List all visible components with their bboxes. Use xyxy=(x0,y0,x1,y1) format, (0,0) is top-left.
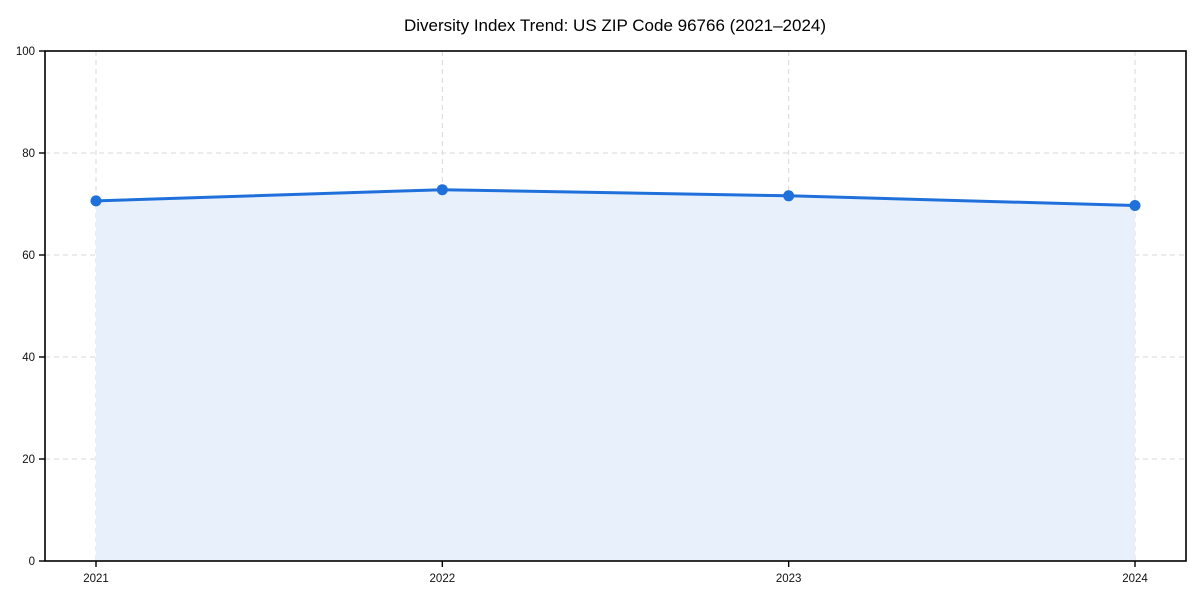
y-tick-label: 60 xyxy=(22,250,35,262)
y-tick-label: 0 xyxy=(29,556,35,568)
y-tick-label: 20 xyxy=(22,454,35,466)
data-point-marker xyxy=(783,190,795,202)
y-tick-label: 80 xyxy=(22,148,35,160)
x-tick-label: 2024 xyxy=(1122,573,1148,585)
x-tick-label: 2022 xyxy=(430,573,456,585)
x-tick-label: 2023 xyxy=(776,573,802,585)
data-point-marker xyxy=(90,195,102,207)
y-tick-label: 40 xyxy=(22,352,35,364)
plot-area: 0 20 40 60 80 100 2021 2022 2023 2024 xyxy=(16,46,1187,585)
data-point-marker xyxy=(1129,200,1141,211)
chart-title: Diversity Index Trend: US ZIP Code 96766… xyxy=(404,16,826,35)
x-tick-label: 2021 xyxy=(83,573,109,585)
y-tick-label: 100 xyxy=(16,46,35,58)
data-point-marker xyxy=(436,184,448,196)
trend-line xyxy=(94,188,1137,207)
axes-border xyxy=(44,50,1187,562)
area-fill xyxy=(96,189,1135,561)
